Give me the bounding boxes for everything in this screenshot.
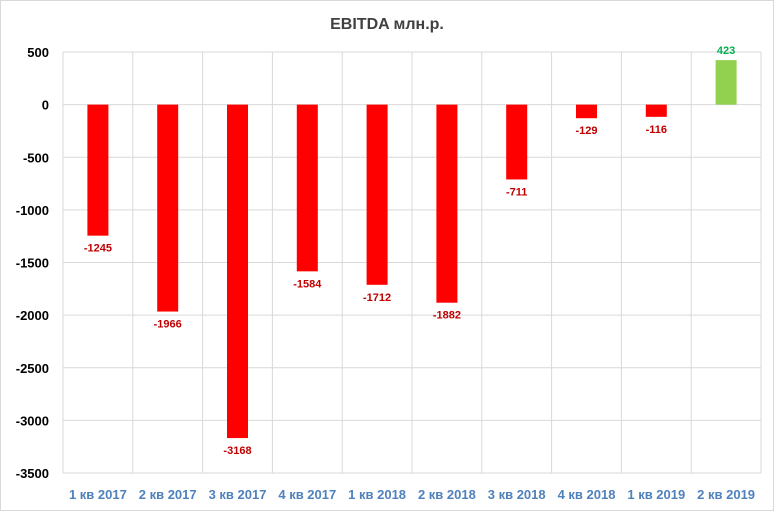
bar-5 (436, 104, 458, 303)
bar-6 (506, 104, 528, 180)
bar-4 (366, 104, 388, 285)
bar-1 (157, 104, 179, 312)
bar-8 (645, 104, 667, 117)
x-tick-label-3: 4 кв 2017 (278, 487, 336, 502)
data-label-7: -129 (575, 125, 597, 137)
bar-9 (715, 60, 737, 105)
x-tick-label-7: 4 кв 2018 (558, 487, 616, 502)
data-label-3: -1584 (293, 278, 322, 290)
y-tick-label-3: -1000 (16, 203, 49, 218)
data-label-9: 423 (717, 45, 735, 57)
data-labels: -1245 -1966 -3168 -1584 -1712 -1882 -711 -129 -1… (84, 45, 735, 457)
chart-title: EBITDA млн.р. (330, 16, 444, 33)
data-label-6: -711 (506, 186, 527, 198)
data-label-4: -1712 (363, 292, 391, 304)
bars (87, 60, 737, 439)
y-tick-label-1: 0 (42, 98, 49, 113)
y-tick-label-5: -2000 (16, 308, 49, 323)
bar-0 (87, 104, 109, 236)
y-tick-label-8: -3500 (16, 466, 49, 481)
x-tick-label-1: 2 кв 2017 (139, 487, 197, 502)
y-tick-label-6: -2500 (16, 361, 49, 376)
x-tick-label-5: 2 кв 2018 (418, 487, 476, 502)
data-label-1: -1966 (154, 319, 182, 331)
bar-7 (576, 104, 597, 119)
bar-3 (296, 104, 318, 272)
y-tick-label-4: -1500 (16, 256, 49, 271)
x-tick-label-2: 3 кв 2017 (209, 487, 267, 502)
x-tick-label-0: 1 кв 2017 (69, 487, 127, 502)
bar-2 (227, 104, 248, 439)
data-label-8: -116 (646, 124, 667, 136)
x-axis-ticks: 1 кв 2017 2 кв 2017 3 кв 2017 4 кв 2017 1 кв… (69, 487, 755, 502)
x-tick-label-9: 2 кв 2019 (697, 487, 755, 502)
y-axis-ticks: 500 0 -500 -1000 -1500 -2000 -2500 -3000 -3500 (16, 45, 49, 481)
data-label-2: -3168 (223, 445, 251, 457)
x-tick-label-8: 1 кв 2019 (627, 487, 685, 502)
gridlines (62, 51, 762, 474)
y-tick-label-7: -3000 (16, 413, 49, 428)
data-label-5: -1882 (433, 310, 461, 322)
x-tick-label-4: 1 кв 2018 (348, 487, 406, 502)
data-label-0: -1245 (84, 243, 112, 255)
y-tick-label-2: -500 (23, 150, 49, 165)
x-tick-label-6: 3 кв 2018 (488, 487, 546, 502)
y-tick-label-0: 500 (27, 45, 49, 60)
